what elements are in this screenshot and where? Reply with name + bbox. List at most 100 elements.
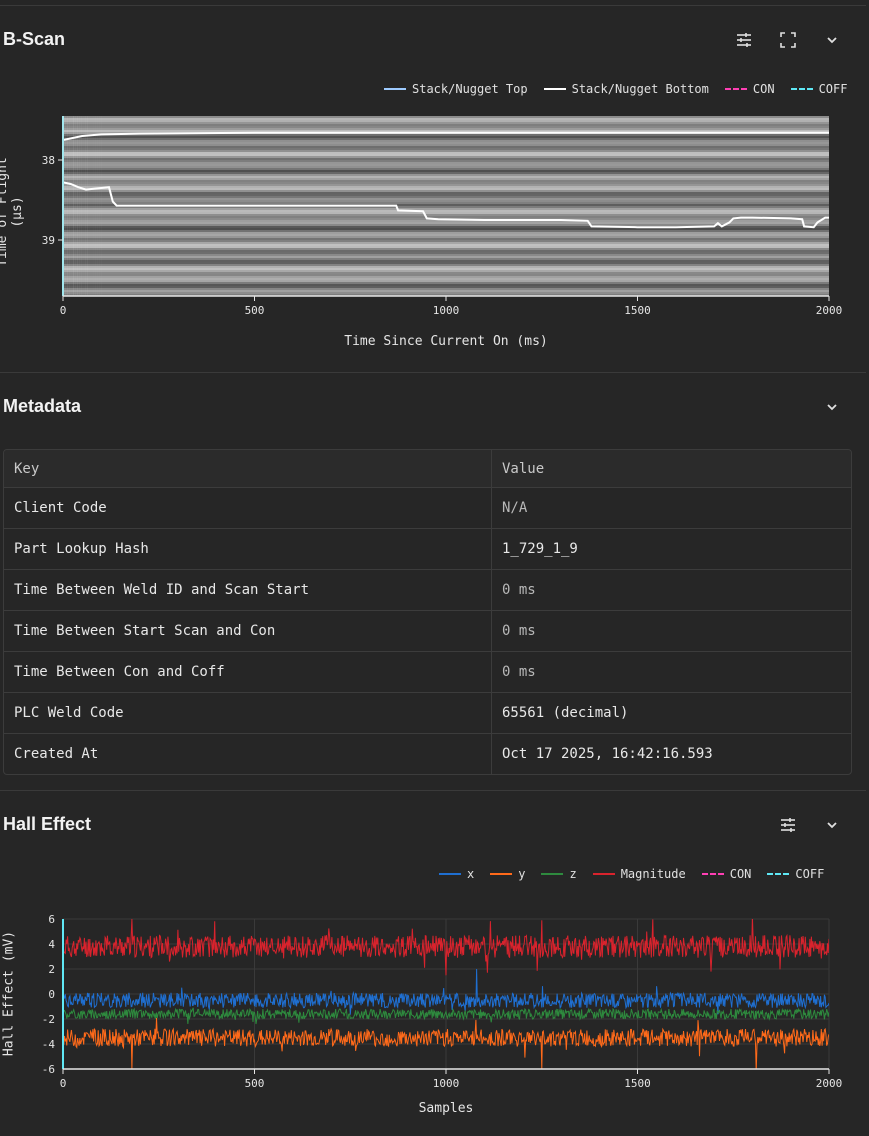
legend-label: CON — [752, 82, 775, 96]
hall-series-line — [63, 1017, 829, 1069]
bscan-band — [63, 284, 829, 286]
table-row: Time Between Start Scan and Con 0 ms — [4, 610, 851, 651]
row-key: Time Between Weld ID and Scan Start — [4, 570, 492, 610]
bscan-band — [63, 192, 829, 194]
bscan-band — [63, 128, 829, 130]
bscan-band — [63, 212, 829, 214]
bscan-legend-item[interactable]: Stack/Nugget Top — [384, 82, 528, 96]
bscan-legend-item[interactable]: Stack/Nugget Bottom — [543, 82, 709, 96]
bscan-band — [63, 206, 829, 208]
table-row: PLC Weld Code 65561 (decimal) — [4, 692, 851, 733]
hall-legend-item[interactable]: CON — [701, 867, 752, 881]
row-value: 0 ms — [502, 582, 536, 598]
bscan-band — [63, 170, 829, 172]
bscan-fullscreen-button[interactable] — [774, 26, 802, 54]
bscan-band — [63, 214, 829, 216]
bscan-legend-item[interactable]: COFF — [790, 82, 847, 96]
metadata-divider — [0, 790, 866, 791]
bscan-band — [63, 124, 829, 126]
bscan-band — [63, 136, 829, 138]
legend-label: CON — [729, 867, 752, 881]
bscan-band — [63, 144, 829, 146]
bscan-band — [63, 266, 829, 268]
x-tick-label: 500 — [245, 304, 265, 317]
bscan-band — [63, 134, 829, 136]
bscan-band — [63, 244, 829, 246]
row-value: 65561 (decimal) — [502, 705, 629, 721]
x-tick-label: 500 — [245, 1077, 265, 1090]
bscan-band — [63, 138, 829, 140]
legend-label: Stack/Nugget Top — [412, 82, 528, 96]
row-key: Part Lookup Hash — [4, 529, 492, 569]
bscan-band — [63, 262, 829, 264]
hall-legend-item[interactable]: COFF — [767, 867, 824, 881]
x-tick-label: 1500 — [624, 1077, 651, 1090]
hall-settings-button[interactable] — [774, 811, 802, 839]
chevron-down-icon — [827, 37, 837, 44]
hall-legend-item[interactable]: x — [439, 867, 474, 881]
bscan-band — [63, 200, 829, 202]
x-tick-label: 0 — [60, 304, 67, 317]
bscan-chart[interactable]: 0 500 1000 1500 2000 38 39 — [0, 0, 869, 360]
bscan-band — [63, 140, 829, 142]
bscan-band — [63, 190, 829, 192]
legend-swatch — [384, 88, 406, 90]
bscan-band — [63, 158, 829, 160]
hall-legend-item[interactable]: z — [541, 867, 577, 881]
bscan-band — [63, 130, 829, 132]
bscan-legend-item[interactable]: CON — [724, 82, 775, 96]
bscan-texture — [67, 116, 68, 296]
y-tick-label: 4 — [48, 938, 55, 951]
hall-collapse-button[interactable] — [818, 811, 846, 839]
x-tick-label: 2000 — [816, 1077, 843, 1090]
bscan-band — [63, 220, 829, 222]
table-row: Created At Oct 17 2025, 16:42:16.593 — [4, 733, 851, 774]
bscan-band — [63, 186, 829, 188]
bscan-band — [63, 210, 829, 212]
bscan-band — [63, 172, 829, 174]
bscan-band — [63, 194, 829, 196]
column-header-value: Value — [502, 460, 545, 477]
bscan-band — [63, 260, 829, 262]
bscan-band — [63, 268, 829, 270]
bscan-band — [63, 232, 829, 234]
bscan-band — [63, 180, 829, 182]
bscan-band — [63, 176, 829, 178]
y-tick-label: -2 — [42, 1013, 55, 1026]
bscan-band — [63, 242, 829, 244]
bscan-band — [63, 270, 829, 272]
metadata-collapse-button[interactable] — [818, 393, 846, 421]
bscan-settings-button[interactable] — [730, 26, 758, 54]
bscan-band — [63, 208, 829, 210]
bscan-texture — [75, 116, 76, 296]
legend-swatch — [490, 873, 513, 875]
chevron-down-icon — [827, 404, 837, 411]
bscan-band — [63, 264, 829, 266]
hall-xlabel: Samples — [418, 1101, 474, 1116]
bscan-band — [63, 248, 829, 250]
legend-label: Stack/Nugget Bottom — [571, 82, 709, 96]
table-row: Time Between Con and Coff 0 ms — [4, 651, 851, 692]
bscan-band — [63, 228, 829, 230]
bscan-band — [63, 148, 829, 150]
hall-series-line — [63, 968, 829, 1015]
bscan-band — [63, 188, 829, 190]
legend-swatch — [439, 873, 461, 875]
bscan-band — [63, 160, 829, 162]
bscan-band — [63, 250, 829, 252]
bscan-band — [63, 286, 829, 288]
hall-legend-item[interactable]: Magnitude — [592, 867, 686, 881]
bscan-band — [63, 276, 829, 278]
bscan-band — [63, 152, 829, 154]
bscan-texture — [87, 116, 88, 296]
bscan-band — [63, 278, 829, 280]
column-header-key: Key — [4, 450, 492, 487]
top-divider — [0, 5, 866, 6]
bscan-collapse-button[interactable] — [818, 26, 846, 54]
hall-legend-item[interactable]: y — [490, 867, 525, 881]
bscan-title: B-Scan — [3, 29, 66, 49]
row-value: N/A — [502, 500, 528, 516]
legend-swatch — [541, 873, 564, 875]
legend-label: COFF — [795, 867, 825, 881]
